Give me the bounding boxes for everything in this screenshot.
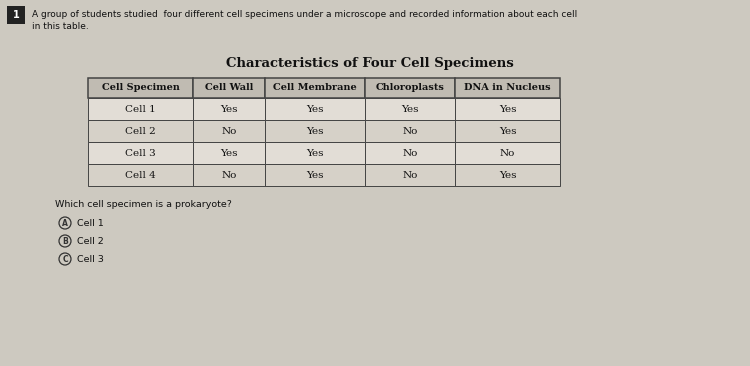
- Text: 1: 1: [13, 10, 20, 20]
- Text: No: No: [500, 149, 515, 157]
- Text: Cell 2: Cell 2: [125, 127, 156, 135]
- Bar: [365, 78, 455, 98]
- Bar: [455, 120, 560, 142]
- Text: C: C: [62, 254, 68, 264]
- Bar: [265, 78, 365, 98]
- Bar: [88, 164, 193, 186]
- Text: Characteristics of Four Cell Specimens: Characteristics of Four Cell Specimens: [226, 56, 514, 70]
- Bar: [455, 142, 560, 164]
- Bar: [88, 98, 193, 120]
- Text: Yes: Yes: [306, 105, 324, 113]
- Text: Yes: Yes: [306, 171, 324, 179]
- Bar: [265, 164, 365, 186]
- Bar: [193, 78, 265, 98]
- Text: Cell 4: Cell 4: [125, 171, 156, 179]
- Bar: [193, 98, 265, 120]
- Text: Yes: Yes: [306, 149, 324, 157]
- Bar: [365, 98, 455, 120]
- Text: No: No: [402, 171, 418, 179]
- Text: Cell 2: Cell 2: [77, 236, 104, 246]
- Text: No: No: [221, 171, 237, 179]
- Text: in this table.: in this table.: [32, 22, 88, 31]
- Text: No: No: [402, 127, 418, 135]
- Text: Cell 1: Cell 1: [77, 219, 104, 228]
- Text: Cell Membrane: Cell Membrane: [273, 83, 357, 93]
- Text: Yes: Yes: [499, 171, 516, 179]
- Bar: [88, 142, 193, 164]
- Text: A: A: [62, 219, 68, 228]
- Bar: [88, 120, 193, 142]
- Text: Yes: Yes: [499, 105, 516, 113]
- Text: Cell 1: Cell 1: [125, 105, 156, 113]
- Text: No: No: [221, 127, 237, 135]
- Text: Cell 3: Cell 3: [125, 149, 156, 157]
- Bar: [365, 120, 455, 142]
- Bar: [455, 98, 560, 120]
- Text: DNA in Nucleus: DNA in Nucleus: [464, 83, 550, 93]
- Text: Yes: Yes: [401, 105, 418, 113]
- Bar: [193, 120, 265, 142]
- Bar: [7, 6, 25, 24]
- Text: Yes: Yes: [220, 149, 238, 157]
- Text: No: No: [402, 149, 418, 157]
- Bar: [365, 142, 455, 164]
- Bar: [88, 78, 193, 98]
- Bar: [193, 142, 265, 164]
- Bar: [265, 98, 365, 120]
- Bar: [365, 164, 455, 186]
- Text: Cell Specimen: Cell Specimen: [101, 83, 179, 93]
- Bar: [455, 78, 560, 98]
- Bar: [193, 164, 265, 186]
- Text: Cell Wall: Cell Wall: [205, 83, 254, 93]
- Text: Yes: Yes: [499, 127, 516, 135]
- Bar: [265, 142, 365, 164]
- Text: Cell 3: Cell 3: [77, 254, 104, 264]
- Text: Yes: Yes: [306, 127, 324, 135]
- Text: B: B: [62, 236, 68, 246]
- Text: Yes: Yes: [220, 105, 238, 113]
- Bar: [455, 164, 560, 186]
- Text: A group of students studied  four different cell specimens under a microscope an: A group of students studied four differe…: [32, 10, 578, 19]
- Bar: [265, 120, 365, 142]
- Text: Which cell specimen is a prokaryote?: Which cell specimen is a prokaryote?: [55, 200, 232, 209]
- Text: Chloroplasts: Chloroplasts: [376, 83, 445, 93]
